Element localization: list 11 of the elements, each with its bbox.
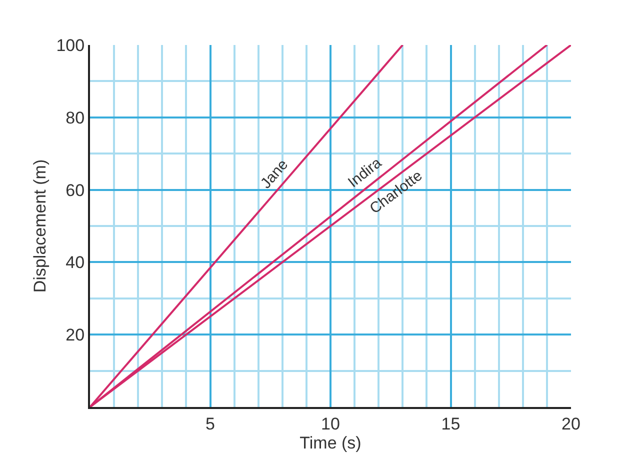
x-tick-label: 5 [206, 414, 215, 434]
y-tick-label: 80 [66, 108, 85, 128]
x-tick-label: 20 [562, 414, 580, 434]
x-tick-label: 10 [321, 414, 340, 434]
y-axis-title: Displacement (m) [30, 159, 50, 293]
y-tick-label: 20 [66, 326, 85, 345]
x-tick-label: 15 [441, 414, 460, 434]
y-tick-label: 60 [66, 180, 85, 200]
y-tick-label: 100 [56, 36, 85, 55]
x-axis-title: Time (s) [300, 433, 362, 452]
y-tick-label: 40 [66, 253, 85, 272]
